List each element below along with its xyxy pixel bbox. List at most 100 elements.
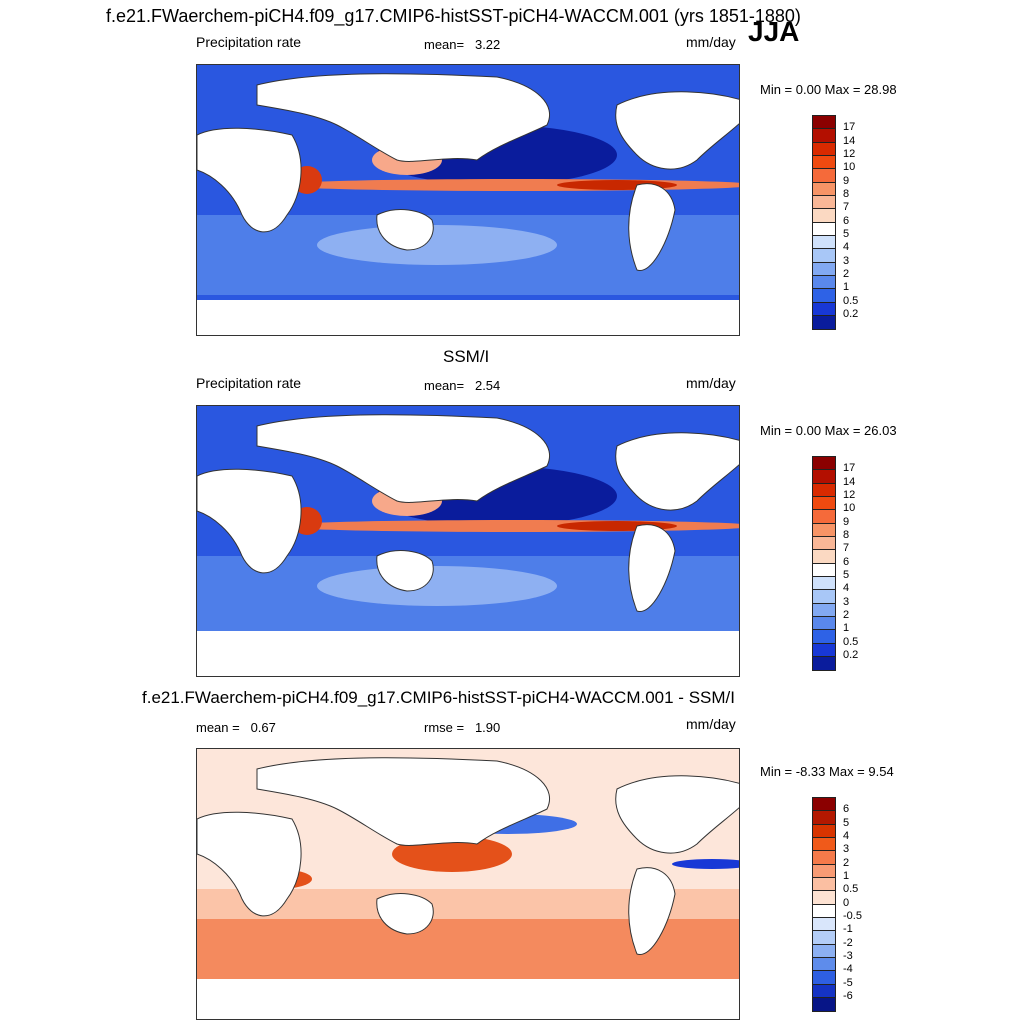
colorbar-swatch (813, 550, 835, 564)
colorbar-label: 2 (843, 856, 850, 869)
colorbar-swatch (813, 957, 835, 972)
colorbar-label: 4 (843, 582, 850, 595)
colorbar-swatch (813, 616, 835, 631)
colorbar-swatch (813, 798, 835, 812)
colorbar-swatch (813, 536, 835, 551)
colorbar-label: 10 (843, 161, 856, 174)
colorbar-swatch (813, 275, 835, 290)
colorbar-label: 0.5 (843, 635, 859, 648)
colorbar-swatch (813, 931, 835, 945)
colorbar-swatch (813, 289, 835, 303)
colorbar-label: 10 (843, 502, 856, 515)
colorbar-label: 6 (843, 214, 850, 227)
colorbar-swatch (813, 904, 835, 918)
colorbar-label: 6 (843, 803, 850, 816)
panel3-minmax: Min = -8.33 Max = 9.54 (760, 764, 894, 779)
colorbar-label: -1 (843, 923, 853, 936)
figure-title: f.e21.FWaerchem-piCH4.f09_g17.CMIP6-hist… (106, 6, 801, 26)
colorbar-swatch (813, 971, 835, 985)
panel2-units: mm/day (686, 375, 736, 391)
colorbar-swatch (813, 470, 835, 484)
colorbar-label: 0.2 (843, 307, 859, 320)
colorbar-label: 0.2 (843, 648, 859, 661)
colorbar-swatch (813, 891, 835, 905)
colorbar-label: 3 (843, 595, 850, 608)
panel3-mean-label: mean = (196, 720, 240, 735)
panel1-mean-label: mean= (424, 37, 465, 52)
panel2-mean: mean= 2.54 (424, 378, 500, 393)
panel3-map (196, 748, 740, 1020)
panel1-colorbar (812, 115, 836, 331)
colorbar-label: -0.5 (843, 909, 862, 922)
colorbar-swatch (813, 656, 835, 671)
panel1-minmax: Min = 0.00 Max = 28.98 (760, 82, 897, 97)
panel3-colorbar (812, 797, 836, 1013)
panel2-mean-value: 2.54 (474, 378, 501, 393)
colorbar-swatch (813, 142, 835, 156)
colorbar-label: 9 (843, 515, 850, 528)
colorbar-swatch (813, 457, 835, 471)
panel3-rmse-label: rmse = (424, 720, 465, 735)
colorbar-swatch (813, 483, 835, 497)
panel3-title: f.e21.FWaerchem-piCH4.f09_g17.CMIP6-hist… (142, 688, 735, 707)
map-canvas (197, 406, 739, 676)
panel2-title: SSM/I (443, 347, 490, 366)
colorbar-swatch (813, 811, 835, 825)
panel1-mean: mean= 3.22 (424, 37, 500, 52)
colorbar-swatch (813, 222, 835, 236)
colorbar-swatch (813, 837, 835, 852)
colorbar-swatch (813, 877, 835, 892)
colorbar-swatch (813, 590, 835, 604)
colorbar-label: 0.5 (843, 294, 859, 307)
colorbar-label: 3 (843, 254, 850, 267)
colorbar-label: 0.5 (843, 883, 859, 896)
colorbar-swatch (813, 195, 835, 210)
colorbar-label: 14 (843, 475, 856, 488)
colorbar-swatch (813, 182, 835, 196)
colorbar-swatch (813, 496, 835, 511)
colorbar-swatch (813, 851, 835, 865)
colorbar-label: 12 (843, 488, 856, 501)
colorbar-label: -5 (843, 976, 853, 989)
colorbar-label: -2 (843, 936, 853, 949)
colorbar-label: 6 (843, 555, 850, 568)
colorbar-swatch (813, 249, 835, 263)
colorbar-swatch (813, 262, 835, 276)
colorbar-label: -3 (843, 949, 853, 962)
colorbar-label: 9 (843, 174, 850, 187)
colorbar-label: 17 (843, 462, 856, 475)
colorbar-label: 1 (843, 869, 850, 882)
panel3-mean-value: 0.67 (250, 720, 276, 735)
colorbar-swatch (813, 563, 835, 577)
colorbar-label: 2 (843, 267, 850, 280)
colorbar-label: 0 (843, 896, 850, 909)
colorbar-label: -4 (843, 963, 853, 976)
colorbar-label: 4 (843, 241, 850, 254)
colorbar-swatch (813, 917, 835, 932)
panel1-map (196, 64, 740, 336)
colorbar-swatch (813, 315, 835, 330)
colorbar-label: 14 (843, 134, 856, 147)
colorbar-swatch (813, 576, 835, 591)
colorbar-label: 1 (843, 622, 850, 635)
colorbar-label: 7 (843, 201, 850, 214)
colorbar-swatch (813, 603, 835, 617)
colorbar-label: 8 (843, 528, 850, 541)
panel3-units: mm/day (686, 716, 736, 732)
panel3-mean: mean = 0.67 (196, 720, 276, 735)
colorbar-label: -6 (843, 989, 853, 1002)
colorbar-label: 8 (843, 187, 850, 200)
colorbar-label: 5 (843, 568, 850, 581)
colorbar-swatch (813, 235, 835, 250)
colorbar-swatch (813, 523, 835, 537)
season-label: JJA (748, 16, 800, 47)
colorbar-swatch (813, 302, 835, 316)
panel1-units: mm/day (686, 34, 736, 50)
colorbar-swatch (813, 155, 835, 170)
colorbar-swatch (813, 510, 835, 524)
colorbar-swatch (813, 643, 835, 657)
colorbar-label: 5 (843, 227, 850, 240)
panel2-mean-label: mean= (424, 378, 465, 393)
colorbar-label: 1 (843, 281, 850, 294)
colorbar-label: 7 (843, 542, 850, 555)
